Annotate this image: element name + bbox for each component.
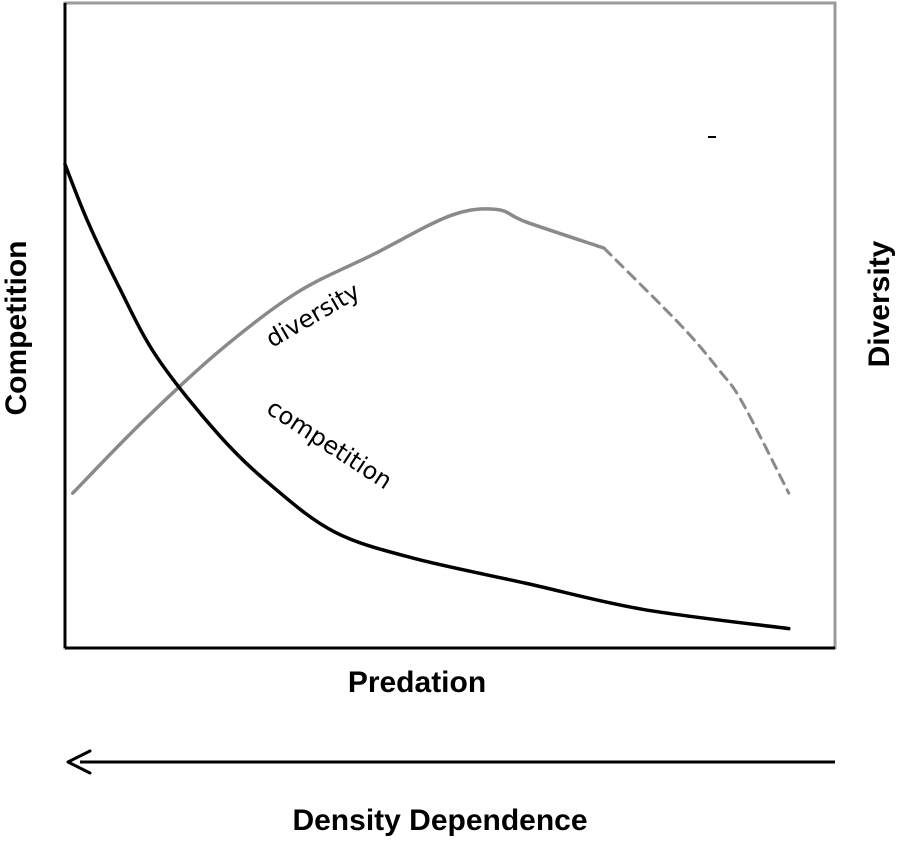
series-label-diversity: diversity bbox=[261, 277, 365, 353]
x-axis-label: Predation bbox=[348, 666, 486, 699]
density-arrow-head bbox=[66, 749, 92, 775]
y-axis-label-left: Competition bbox=[0, 241, 33, 416]
y-axis-label-right: Diversity bbox=[863, 240, 896, 367]
density-dependence-label: Density Dependence bbox=[292, 804, 587, 837]
series-line-diversity-dashed bbox=[602, 246, 791, 495]
series-line-diversity bbox=[70, 207, 606, 495]
series-line-competition bbox=[63, 162, 791, 631]
series-label-competition: competition bbox=[262, 394, 397, 496]
series-layer bbox=[63, 162, 791, 631]
plot-frame bbox=[63, 1, 837, 650]
